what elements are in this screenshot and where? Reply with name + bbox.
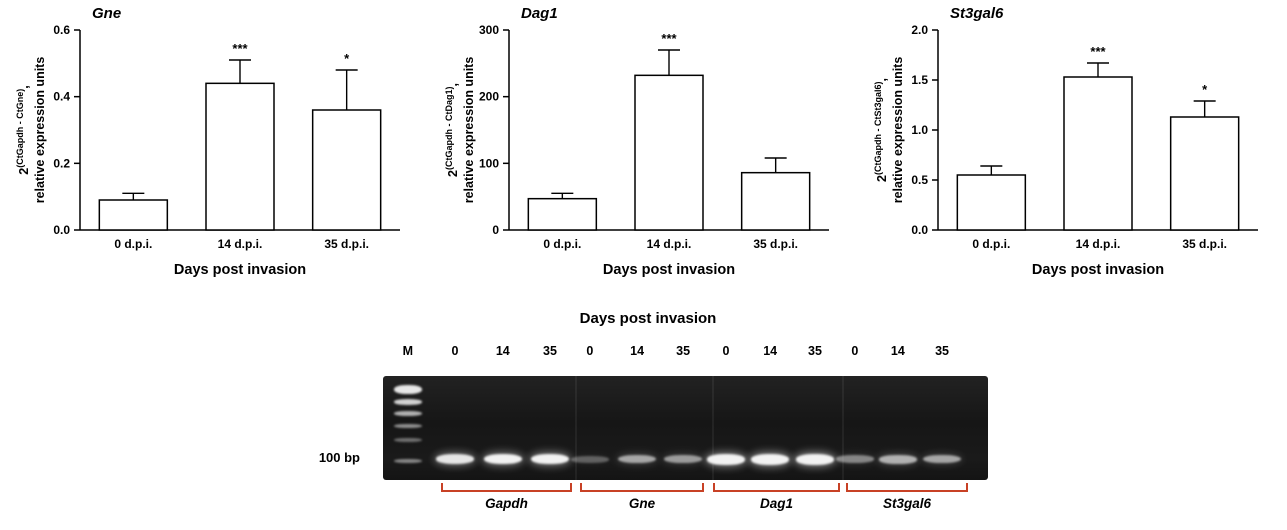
y-tick-label: 200 <box>479 90 499 104</box>
chart-plot: 0 100 200 300 0 d.p.i. *** 14 d.p.i. 35 d.p.i. D… <box>479 23 829 278</box>
x-tick-label: 35 d.p.i. <box>324 237 369 251</box>
y-tick-label: 0.6 <box>53 23 70 37</box>
significance-label: * <box>344 51 350 66</box>
group-bracket <box>713 483 840 492</box>
bar-chart: Dag1 2(CtGapdh - CtDag1), relative expre… <box>429 0 858 300</box>
gel-band <box>751 453 790 465</box>
x-tick-label: 14 d.p.i. <box>647 237 692 251</box>
gel-band <box>618 454 657 464</box>
gel-lane-label: 35 <box>676 344 691 358</box>
ladder-band <box>393 399 422 405</box>
group-label: Gapdh <box>485 496 528 511</box>
chart-title: Gne <box>92 5 122 22</box>
ladder-band <box>393 423 422 428</box>
ladder-band <box>393 459 422 464</box>
x-tick-label: 0 d.p.i. <box>114 237 152 251</box>
group-label: Gne <box>628 496 656 511</box>
bar <box>98 199 169 231</box>
gel-lane-label: 35 <box>808 344 822 358</box>
x-tick-label: 14 d.p.i. <box>1076 237 1121 251</box>
gel-lane-label: 0 <box>451 344 459 358</box>
chart-plot: 0.0 0.2 0.4 0.6 0 d.p.i. *** 14 d.p.i. * 35 d.p.… <box>53 23 400 278</box>
gel-band <box>530 453 569 465</box>
group-bracket <box>580 483 704 492</box>
y-tick-label: 0.0 <box>53 223 70 237</box>
gel-lane-label: M <box>402 344 413 358</box>
group-label: Dag1 <box>759 496 793 511</box>
x-axis-label: Days post invasion <box>174 262 306 278</box>
gel-lane-label: 14 <box>890 344 905 358</box>
y-tick-label: 100 <box>479 156 499 170</box>
gel-size-label: 100 bp <box>318 450 360 465</box>
gel-band <box>483 454 522 465</box>
gel-lane-label: 35 <box>935 344 949 358</box>
gel-lane-label: 0 <box>851 344 859 358</box>
gel-band <box>795 453 834 465</box>
x-axis-label: Days post invasion <box>603 262 735 278</box>
gel-panel-seam <box>712 376 715 480</box>
gel-panel-seam <box>842 376 845 480</box>
group-bracket <box>846 483 968 492</box>
y-tick-label: 1.5 <box>911 73 928 87</box>
y-tick-label: 0.0 <box>911 223 928 237</box>
bar-chart: Gne 2(CtGapdh - CtGne), relative express… <box>0 0 429 300</box>
gel-panel-seam <box>574 376 577 480</box>
x-tick-label: 0 d.p.i. <box>972 237 1010 251</box>
gel-lane-label: 14 <box>495 344 510 358</box>
significance-label: * <box>1202 82 1208 97</box>
x-tick-label: 0 d.p.i. <box>543 237 581 251</box>
x-axis-label: Days post invasion <box>1032 262 1164 278</box>
gel-band <box>435 454 474 465</box>
x-tick-label: 35 d.p.i. <box>753 237 798 251</box>
significance-label: *** <box>1090 44 1106 59</box>
bar <box>311 109 382 231</box>
gel-band <box>664 455 703 464</box>
gel-lane-label: 35 <box>543 344 557 358</box>
bar <box>740 171 811 231</box>
group-bracket <box>441 483 572 492</box>
y-tick-label: 0.2 <box>53 156 70 170</box>
chart-plot: 0.0 0.5 1.0 1.5 2.0 0 d.p.i. *** 14 d.p.i. * 35 d… <box>911 23 1258 278</box>
gel-band <box>835 455 874 464</box>
y-tick-label: 0.4 <box>53 90 70 104</box>
gel-band <box>707 453 746 465</box>
x-tick-label: 35 d.p.i. <box>1182 237 1227 251</box>
y-tick-label: 300 <box>479 23 499 37</box>
gel-band <box>570 455 609 463</box>
significance-label: *** <box>232 41 248 56</box>
bar <box>634 74 704 231</box>
chart-title: St3gal6 <box>950 5 1004 22</box>
bar <box>956 174 1027 231</box>
y-tick-label: 0 <box>492 223 499 237</box>
gel-section-title: Days post invasion <box>579 310 717 327</box>
bar <box>1063 76 1133 231</box>
bar <box>1169 116 1240 231</box>
gel-lane-label: 0 <box>722 344 730 358</box>
x-tick-label: 14 d.p.i. <box>218 237 263 251</box>
gel-lane-label: 14 <box>630 344 645 358</box>
bar <box>527 197 598 231</box>
ladder-band <box>393 410 422 416</box>
bar-chart: St3gal6 2(CtGapdh - CtSt3gal6), relative… <box>858 0 1287 300</box>
ladder-band <box>393 438 422 443</box>
y-tick-label: 2.0 <box>911 23 928 37</box>
significance-label: *** <box>661 31 677 46</box>
chart-title: Dag1 <box>521 5 558 22</box>
ladder-band <box>393 385 422 395</box>
y-tick-label: 1.0 <box>911 123 928 137</box>
bar <box>205 82 275 231</box>
gel-band <box>923 454 962 464</box>
gel-image <box>383 376 988 480</box>
y-tick-label: 0.5 <box>911 173 928 187</box>
gel-band <box>878 454 917 464</box>
group-label: St3gal6 <box>882 496 932 511</box>
gel-lane-label: 14 <box>763 344 778 358</box>
gel-lane-label: 0 <box>586 344 594 358</box>
